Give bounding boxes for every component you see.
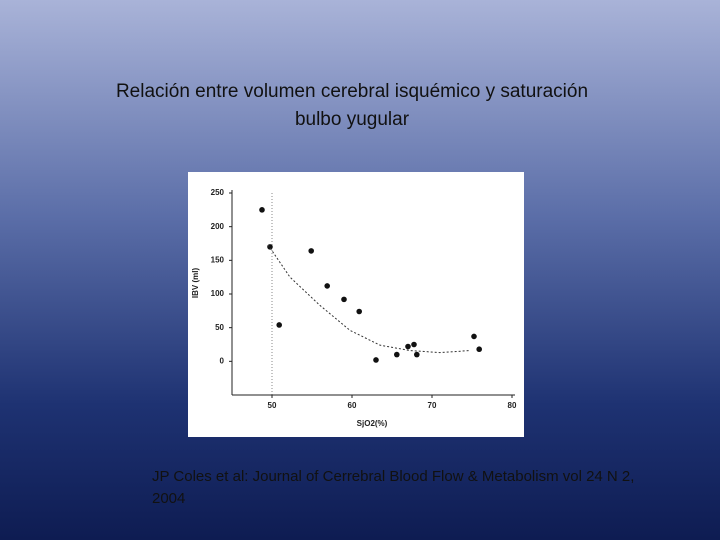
data-point	[308, 248, 315, 254]
data-point	[373, 357, 379, 363]
data-point	[276, 322, 283, 328]
x-tick-label: 70	[428, 401, 437, 410]
x-tick-label: 80	[508, 401, 517, 410]
data-point	[341, 296, 347, 303]
y-axis-label: IBV (ml)	[191, 268, 200, 299]
data-point	[394, 351, 400, 358]
x-tick-label: 50	[268, 401, 277, 410]
data-point	[356, 308, 363, 315]
fit-curve	[267, 244, 471, 354]
y-tick-label: 200	[211, 222, 225, 231]
y-tick-label: 150	[211, 255, 225, 264]
y-tick-label: 50	[215, 323, 224, 332]
data-point	[259, 207, 265, 213]
slide-title: Relación entre volumen cerebral isquémic…	[115, 81, 589, 130]
data-point	[476, 346, 483, 353]
y-tick-label: 100	[211, 289, 225, 298]
data-point	[405, 343, 411, 350]
x-tick-label: 60	[348, 401, 357, 410]
data-point	[324, 283, 331, 289]
data-point	[414, 351, 420, 358]
y-tick-label: 0	[220, 356, 225, 365]
data-point	[411, 341, 417, 348]
data-point	[471, 333, 477, 340]
citation: JP Coles et al: Journal of Cerrebral Blo…	[152, 468, 635, 507]
x-axis-label: SjO2(%)	[357, 419, 388, 428]
chart-background	[188, 172, 524, 437]
y-tick-label: 250	[211, 188, 225, 197]
